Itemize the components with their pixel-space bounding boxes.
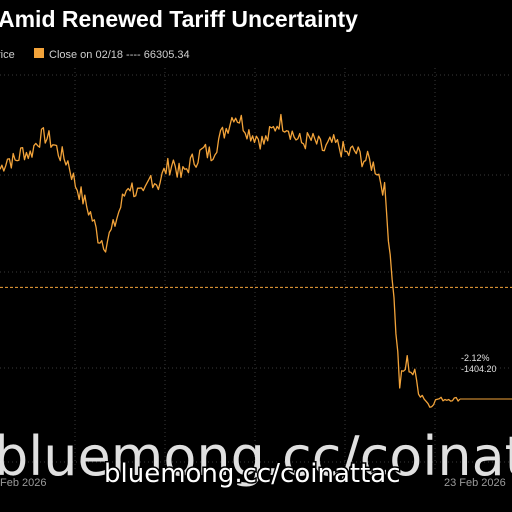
callout-absolute-change: -1404.20	[461, 364, 497, 374]
legend-label-price: rice	[0, 49, 15, 61]
chart-title: Amid Renewed Tariff Uncertainty	[0, 6, 358, 32]
watermark-small: bluemong.cc/coinattac	[104, 459, 401, 489]
legend: rice Close on 02/18 ---- 66305.34	[0, 48, 190, 61]
last-value-callout: -2.12% -1404.20	[460, 353, 512, 400]
callout-percent-change: -2.12%	[461, 353, 490, 363]
legend-swatch-close	[34, 48, 44, 58]
vertical-gridlines	[74, 68, 436, 470]
x-tick-label-second: 23 Feb 2026	[444, 477, 506, 489]
watermark-large: bluemong.cc/coinattac	[0, 425, 512, 488]
legend-label-close: Close on 02/18 ---- 66305.34	[49, 49, 190, 61]
horizontal-gridlines	[0, 74, 512, 463]
x-tick-label-first: Feb 2026	[0, 477, 46, 489]
price-series-line	[0, 113, 461, 408]
